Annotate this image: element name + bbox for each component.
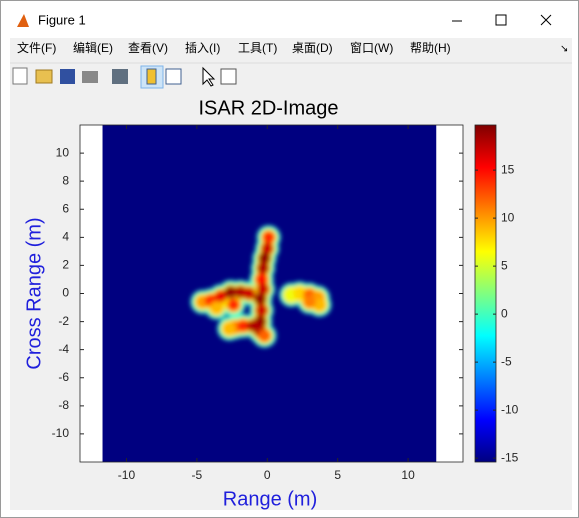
print-icon[interactable] (82, 71, 98, 83)
title-bar: Figure 1 (17, 12, 552, 27)
scatterer (246, 319, 260, 333)
x-tick-label: 5 (334, 468, 341, 482)
scatterer (258, 252, 271, 265)
scatterer (214, 289, 228, 303)
scatterer (258, 329, 271, 342)
scatterer (210, 301, 223, 314)
menu-bar: 文件(F) 编辑(E) 查看(V) 插入(I) 工具(T) 桌面(D) 窗口(W) 帮助(H) (17, 40, 451, 55)
menu-item[interactable]: 帮助(H) (410, 41, 451, 55)
scatterer (222, 322, 236, 335)
property-icon[interactable] (220, 68, 237, 85)
scatterer (293, 287, 306, 300)
colorbar-tick-label: -15 (501, 450, 519, 464)
y-tick-label: 8 (62, 173, 69, 187)
scatterer (256, 261, 270, 275)
scatterer (313, 298, 326, 312)
scatterer (237, 319, 250, 333)
new-icon[interactable] (12, 67, 28, 85)
save-icon[interactable] (60, 69, 75, 84)
menu-item[interactable]: 工具(T) (238, 41, 277, 55)
y-tick-label: 6 (62, 201, 69, 215)
x-tick-label: -5 (192, 468, 203, 482)
open-icon[interactable] (35, 69, 53, 84)
scatterer (253, 292, 267, 306)
colorbar-tick-label: 5 (501, 258, 508, 272)
scatterer (242, 287, 256, 300)
colorbar-tick-label: 0 (501, 306, 508, 320)
menu-item[interactable]: 文件(F) (17, 40, 56, 55)
menu-item[interactable]: 查看(V) (128, 41, 168, 55)
menu-item[interactable]: 窗口(W) (350, 41, 393, 55)
scatterer (255, 304, 268, 317)
scatterer (255, 273, 268, 286)
scatterer (224, 285, 238, 299)
pointer-icon[interactable] (202, 66, 216, 87)
scatterer (256, 282, 270, 296)
colorbar-tick-label: -10 (501, 402, 519, 416)
colorbar (474, 124, 497, 463)
y-tick-label: -6 (58, 370, 69, 384)
scatterer (262, 230, 276, 244)
menu-item[interactable]: 编辑(E) (73, 40, 113, 55)
x-axis-label: Range (m) (223, 488, 317, 510)
maximize-button[interactable] (495, 14, 507, 26)
colorbar-icon (146, 68, 157, 85)
chart-title: ISAR 2D-Image (198, 97, 338, 119)
chart: -10 -5 0 5 10 -10 -8 -6 -4 -2 0 2 4 6 8 10 ISAR 2D-Image… (23, 97, 518, 510)
legend-icon[interactable] (165, 68, 182, 85)
app-icon (17, 14, 29, 27)
window-title: Figure 1 (38, 12, 86, 27)
menu-item[interactable]: 桌面(D) (292, 41, 333, 55)
colorbar-tick-label: 10 (501, 210, 515, 224)
menu-toggle[interactable]: ↘ (560, 44, 568, 55)
y-tick-label: -10 (52, 426, 70, 440)
close-button[interactable] (540, 14, 552, 26)
link-icon[interactable] (112, 69, 128, 84)
image (190, 225, 332, 348)
toolbar (12, 65, 237, 89)
colorbar-tick-label: -5 (501, 354, 512, 368)
x-tick-label: 10 (401, 468, 415, 482)
x-tick-label: 0 (264, 468, 271, 482)
y-tick-label: -2 (58, 314, 69, 328)
colorbar-tick-label: 15 (501, 162, 515, 176)
x-tick-label: -10 (118, 468, 136, 482)
y-tick-label: -8 (58, 398, 69, 412)
scatterer (303, 295, 316, 309)
y-tick-label: 0 (62, 286, 69, 300)
y-tick-label: 2 (62, 258, 69, 272)
y-tick-label: -4 (58, 342, 69, 356)
scatterer (227, 298, 240, 312)
menu-item[interactable]: 插入(I) (185, 41, 220, 55)
scatterer (260, 242, 274, 255)
y-tick-label: 4 (62, 230, 69, 244)
y-tick-label: 10 (56, 145, 70, 159)
y-axis-label: Cross Range (m) (23, 217, 45, 369)
